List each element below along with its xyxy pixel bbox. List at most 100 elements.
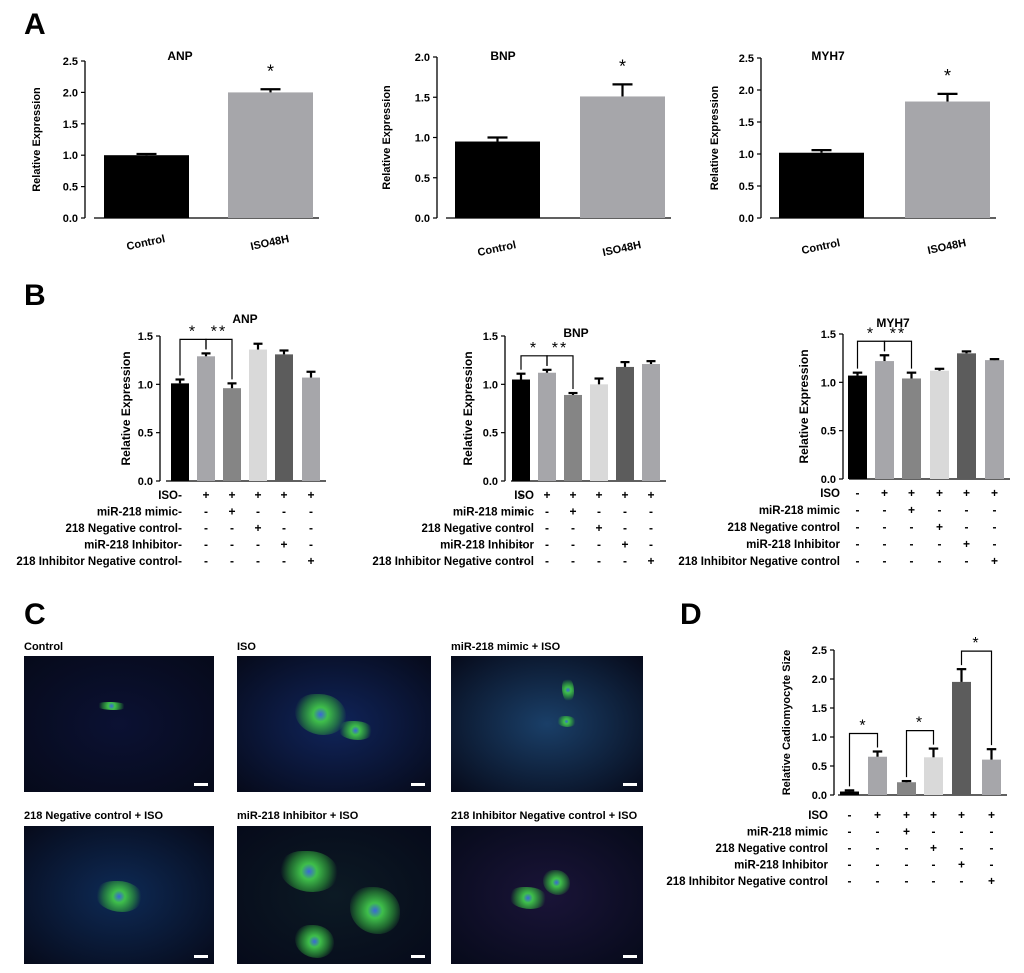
a1-category-label: ISO48H: [249, 233, 290, 253]
a3-title: MYH7: [811, 49, 845, 63]
cell: [349, 886, 400, 934]
b2-bar-3: [564, 394, 582, 481]
cell: [295, 694, 346, 735]
b2-matrix-cell: -: [545, 505, 549, 519]
d-matrix-cell: +: [874, 808, 881, 822]
b2-matrix-cell: -: [597, 554, 601, 568]
b2-bar-5: [616, 366, 634, 481]
b3-row-label: ISO: [820, 488, 840, 500]
a1-y-tick-label: 1.0: [63, 150, 78, 162]
d-matrix-cell: -: [990, 841, 994, 855]
b1-row-label: 218 Inhibitor Negative control: [16, 556, 178, 568]
b1-matrix-cell: -: [204, 505, 208, 519]
a2-category-label: ISO48H: [601, 239, 642, 259]
b3-row-label: miR-218 mimic: [759, 505, 841, 517]
scale-bar: [411, 955, 425, 958]
d-y-tick-label: 2.5: [812, 645, 827, 657]
b1-row-label: miR-218 mimic: [97, 507, 179, 519]
b2-bar-6: [642, 364, 660, 481]
b2-matrix-cell: -: [623, 554, 627, 568]
b1-matrix-cell: -: [309, 538, 313, 552]
d-matrix-cell: -: [848, 808, 852, 822]
d-matrix-cell: +: [903, 808, 910, 822]
b3-matrix-cell: -: [883, 503, 887, 517]
b2-row-label: miR-218 Inhibitor: [440, 540, 534, 552]
b1-matrix-cell: -: [282, 521, 286, 535]
b2-matrix-cell: +: [595, 488, 602, 502]
b2-matrix-cell: +: [595, 521, 602, 535]
b3-matrix-cell: +: [991, 554, 998, 568]
b1-matrix-cell: +: [307, 488, 314, 502]
cell: [543, 870, 571, 895]
b1-y-tick-label: 0.0: [138, 476, 153, 488]
d-bar-6: [982, 759, 1001, 795]
d-bar-1: [840, 791, 859, 795]
b2-matrix-cell: -: [649, 505, 653, 519]
micrograph-inhibitor: [237, 826, 431, 964]
b1-matrix-cell: -: [178, 554, 182, 568]
d-bar-2: [868, 756, 887, 795]
b2-matrix-cell: -: [519, 554, 523, 568]
micrograph-control: [24, 656, 214, 792]
cell: [96, 702, 127, 711]
b2-y-tick-label: 0.5: [483, 428, 498, 440]
b1-row-label: 218 Negative control: [66, 523, 178, 535]
micrograph-mimic: [451, 656, 643, 792]
a3-y-tick-label: 2.0: [739, 85, 754, 97]
a2-y-tick-label: 2.0: [415, 52, 430, 64]
micrograph-label-control: Control: [24, 641, 64, 653]
b1-matrix-cell: -: [256, 554, 260, 568]
b3-matrix-cell: -: [993, 520, 997, 534]
b2-matrix-cell: +: [569, 488, 576, 502]
b1-matrix-cell: -: [309, 521, 313, 535]
b1-matrix-cell: -: [178, 538, 182, 552]
b1-matrix-cell: -: [204, 521, 208, 535]
d-y-tick-label: 1.0: [812, 732, 827, 744]
d-matrix-cell: -: [905, 841, 909, 855]
b2-row-label: 218 Inhibitor Negative control: [372, 556, 534, 568]
b1-matrix-cell: +: [254, 521, 261, 535]
b3-y-tick-label: 1.5: [821, 329, 836, 341]
b1-matrix-cell: -: [256, 505, 260, 519]
b3-matrix-cell: +: [936, 520, 943, 534]
b1-matrix-cell: -: [230, 538, 234, 552]
a1-bar-2: [228, 92, 313, 218]
d-y-tick-label: 1.5: [812, 703, 827, 715]
b2-row-label: miR-218 mimic: [453, 507, 535, 519]
b2-bracket-2: [546, 355, 574, 390]
b1-matrix-cell: +: [280, 538, 287, 552]
b1-matrix-cell: +: [228, 488, 235, 502]
b3-matrix-cell: -: [938, 537, 942, 551]
a2-bar-2: [580, 96, 665, 218]
b3-row-label: 218 Negative control: [728, 522, 840, 534]
d-matrix-cell: -: [905, 858, 909, 872]
d-matrix-cell: -: [960, 841, 964, 855]
panel-letter-d: D: [680, 598, 702, 631]
b1-bar-4: [249, 349, 267, 481]
b3-matrix-cell: +: [963, 486, 970, 500]
d-y-label: Relative Cadiomyocyte Size: [781, 650, 793, 796]
a3-y-tick-label: 1.5: [739, 117, 754, 129]
b2-y-tick-label: 1.0: [483, 379, 498, 391]
d-matrix-cell: +: [988, 874, 995, 888]
b1-matrix-cell: -: [204, 554, 208, 568]
micrograph-negative-control: [24, 826, 214, 964]
b2-matrix-cell: -: [545, 554, 549, 568]
a2-y-tick-label: 1.5: [415, 92, 430, 104]
b2-bracket-star: *: [530, 340, 538, 357]
panel-letter-c: C: [24, 598, 46, 631]
b3-bar-5: [957, 353, 976, 479]
b2-bar-2: [538, 372, 556, 481]
b2-matrix-cell: -: [545, 521, 549, 535]
d-matrix-cell: -: [960, 874, 964, 888]
d-matrix-cell: -: [876, 841, 880, 855]
d-matrix-cell: +: [958, 858, 965, 872]
b3-matrix-cell: -: [965, 520, 969, 534]
d-y-tick-label: 2.0: [812, 674, 827, 686]
b3-matrix-cell: -: [910, 520, 914, 534]
a2-y-tick-label: 0.5: [415, 173, 430, 185]
a1-y-label: Relative Expression: [31, 87, 43, 192]
b1-bracket-star: **: [211, 323, 227, 340]
b3-matrix-cell: +: [936, 486, 943, 500]
